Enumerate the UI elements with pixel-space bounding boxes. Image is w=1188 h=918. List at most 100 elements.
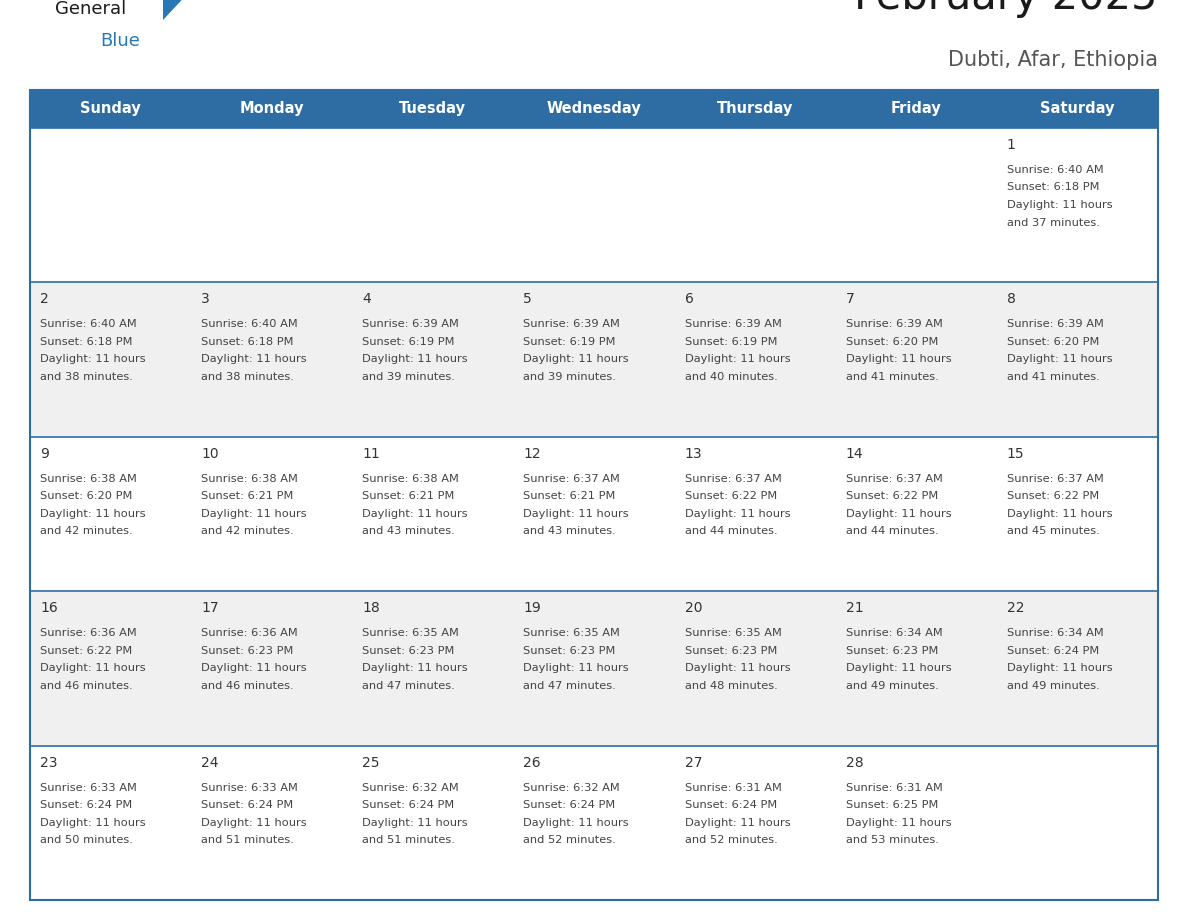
- Text: Daylight: 11 hours: Daylight: 11 hours: [362, 663, 468, 673]
- Text: Sunrise: 6:38 AM: Sunrise: 6:38 AM: [40, 474, 137, 484]
- Text: 24: 24: [201, 756, 219, 769]
- Text: Sunrise: 6:34 AM: Sunrise: 6:34 AM: [1007, 628, 1104, 638]
- Text: and 43 minutes.: and 43 minutes.: [362, 526, 455, 536]
- Text: 21: 21: [846, 601, 864, 615]
- Text: Sunset: 6:24 PM: Sunset: 6:24 PM: [1007, 645, 1099, 655]
- Text: 11: 11: [362, 447, 380, 461]
- Text: Sunset: 6:19 PM: Sunset: 6:19 PM: [524, 337, 615, 347]
- Text: Sunrise: 6:32 AM: Sunrise: 6:32 AM: [362, 783, 459, 792]
- Text: Sunrise: 6:37 AM: Sunrise: 6:37 AM: [524, 474, 620, 484]
- Text: and 44 minutes.: and 44 minutes.: [846, 526, 939, 536]
- Text: 18: 18: [362, 601, 380, 615]
- Text: Sunset: 6:25 PM: Sunset: 6:25 PM: [846, 800, 939, 810]
- Text: Sunset: 6:18 PM: Sunset: 6:18 PM: [201, 337, 293, 347]
- Text: 28: 28: [846, 756, 864, 769]
- Text: 5: 5: [524, 293, 532, 307]
- Text: and 39 minutes.: and 39 minutes.: [362, 372, 455, 382]
- Text: General: General: [55, 0, 126, 18]
- Text: Sunrise: 6:36 AM: Sunrise: 6:36 AM: [201, 628, 298, 638]
- Text: 15: 15: [1007, 447, 1024, 461]
- Text: Daylight: 11 hours: Daylight: 11 hours: [846, 509, 952, 519]
- Text: 16: 16: [40, 601, 58, 615]
- Text: Daylight: 11 hours: Daylight: 11 hours: [846, 663, 952, 673]
- Text: Dubti, Afar, Ethiopia: Dubti, Afar, Ethiopia: [948, 50, 1158, 70]
- Text: Daylight: 11 hours: Daylight: 11 hours: [846, 354, 952, 364]
- Text: Sunrise: 6:35 AM: Sunrise: 6:35 AM: [684, 628, 782, 638]
- Text: 8: 8: [1007, 293, 1016, 307]
- Text: and 44 minutes.: and 44 minutes.: [684, 526, 777, 536]
- Text: Sunrise: 6:31 AM: Sunrise: 6:31 AM: [846, 783, 942, 792]
- Bar: [30, 591, 1158, 745]
- Text: Daylight: 11 hours: Daylight: 11 hours: [362, 818, 468, 828]
- Text: 13: 13: [684, 447, 702, 461]
- Text: 26: 26: [524, 756, 541, 769]
- Text: and 37 minutes.: and 37 minutes.: [1007, 218, 1100, 228]
- Text: and 46 minutes.: and 46 minutes.: [40, 681, 133, 690]
- Text: Sunrise: 6:33 AM: Sunrise: 6:33 AM: [201, 783, 298, 792]
- Text: Sunset: 6:20 PM: Sunset: 6:20 PM: [846, 337, 939, 347]
- Text: Daylight: 11 hours: Daylight: 11 hours: [524, 818, 630, 828]
- Text: Sunrise: 6:40 AM: Sunrise: 6:40 AM: [40, 319, 137, 330]
- Text: Sunset: 6:23 PM: Sunset: 6:23 PM: [362, 645, 455, 655]
- Text: Sunrise: 6:40 AM: Sunrise: 6:40 AM: [1007, 165, 1104, 175]
- Text: and 48 minutes.: and 48 minutes.: [684, 681, 777, 690]
- Text: Daylight: 11 hours: Daylight: 11 hours: [40, 509, 146, 519]
- Text: Saturday: Saturday: [1041, 102, 1114, 117]
- Text: Thursday: Thursday: [716, 102, 794, 117]
- Text: Daylight: 11 hours: Daylight: 11 hours: [201, 509, 307, 519]
- Bar: [30, 90, 1158, 128]
- Text: 27: 27: [684, 756, 702, 769]
- Text: Sunrise: 6:39 AM: Sunrise: 6:39 AM: [684, 319, 782, 330]
- Text: Sunrise: 6:37 AM: Sunrise: 6:37 AM: [684, 474, 782, 484]
- Text: and 53 minutes.: and 53 minutes.: [846, 835, 939, 845]
- Text: Daylight: 11 hours: Daylight: 11 hours: [362, 509, 468, 519]
- Text: Daylight: 11 hours: Daylight: 11 hours: [684, 663, 790, 673]
- Text: and 41 minutes.: and 41 minutes.: [1007, 372, 1100, 382]
- Text: Tuesday: Tuesday: [399, 102, 467, 117]
- Text: 22: 22: [1007, 601, 1024, 615]
- Text: Sunset: 6:23 PM: Sunset: 6:23 PM: [684, 645, 777, 655]
- Text: Daylight: 11 hours: Daylight: 11 hours: [362, 354, 468, 364]
- Text: Sunset: 6:23 PM: Sunset: 6:23 PM: [201, 645, 293, 655]
- Text: and 52 minutes.: and 52 minutes.: [524, 835, 617, 845]
- Bar: [30, 90, 1158, 900]
- Text: Sunset: 6:18 PM: Sunset: 6:18 PM: [40, 337, 133, 347]
- Text: Sunrise: 6:38 AM: Sunrise: 6:38 AM: [362, 474, 459, 484]
- Text: Daylight: 11 hours: Daylight: 11 hours: [201, 354, 307, 364]
- Text: 10: 10: [201, 447, 219, 461]
- Text: Sunrise: 6:35 AM: Sunrise: 6:35 AM: [362, 628, 459, 638]
- Text: and 38 minutes.: and 38 minutes.: [201, 372, 293, 382]
- Text: Daylight: 11 hours: Daylight: 11 hours: [684, 354, 790, 364]
- Text: Sunset: 6:22 PM: Sunset: 6:22 PM: [40, 645, 132, 655]
- Text: Sunset: 6:21 PM: Sunset: 6:21 PM: [524, 491, 615, 501]
- Bar: [30, 745, 1158, 900]
- Text: 7: 7: [846, 293, 854, 307]
- Text: Sunset: 6:23 PM: Sunset: 6:23 PM: [846, 645, 939, 655]
- Polygon shape: [163, 0, 191, 20]
- Text: 23: 23: [40, 756, 57, 769]
- Text: Sunrise: 6:40 AM: Sunrise: 6:40 AM: [201, 319, 298, 330]
- Text: and 49 minutes.: and 49 minutes.: [1007, 681, 1100, 690]
- Text: Daylight: 11 hours: Daylight: 11 hours: [524, 663, 630, 673]
- Text: and 47 minutes.: and 47 minutes.: [362, 681, 455, 690]
- Text: Sunrise: 6:32 AM: Sunrise: 6:32 AM: [524, 783, 620, 792]
- Text: Sunrise: 6:39 AM: Sunrise: 6:39 AM: [524, 319, 620, 330]
- Text: 14: 14: [846, 447, 864, 461]
- Text: 1: 1: [1007, 138, 1016, 152]
- Text: and 51 minutes.: and 51 minutes.: [362, 835, 455, 845]
- Text: Daylight: 11 hours: Daylight: 11 hours: [1007, 354, 1112, 364]
- Text: and 39 minutes.: and 39 minutes.: [524, 372, 617, 382]
- Text: 9: 9: [40, 447, 49, 461]
- Text: Daylight: 11 hours: Daylight: 11 hours: [1007, 200, 1112, 210]
- Text: Daylight: 11 hours: Daylight: 11 hours: [524, 509, 630, 519]
- Text: 2: 2: [40, 293, 49, 307]
- Text: 3: 3: [201, 293, 210, 307]
- Text: and 51 minutes.: and 51 minutes.: [201, 835, 293, 845]
- Text: Daylight: 11 hours: Daylight: 11 hours: [684, 509, 790, 519]
- Text: and 50 minutes.: and 50 minutes.: [40, 835, 133, 845]
- Text: and 47 minutes.: and 47 minutes.: [524, 681, 617, 690]
- Text: 19: 19: [524, 601, 542, 615]
- Text: Daylight: 11 hours: Daylight: 11 hours: [201, 663, 307, 673]
- Text: Daylight: 11 hours: Daylight: 11 hours: [201, 818, 307, 828]
- Text: Daylight: 11 hours: Daylight: 11 hours: [40, 663, 146, 673]
